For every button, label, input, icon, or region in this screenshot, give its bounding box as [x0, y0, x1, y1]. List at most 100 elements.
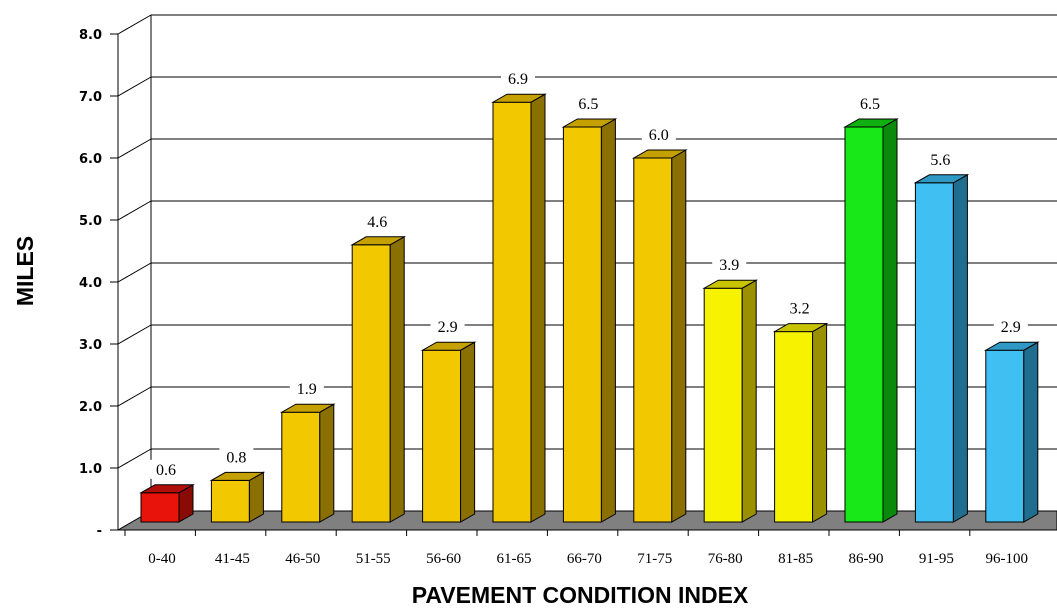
y-tick-label: 1.0: [79, 462, 102, 477]
bar-top: [702, 279, 759, 289]
bar-front: [281, 411, 321, 523]
bar-top: [491, 93, 547, 103]
bar-front: [210, 479, 250, 523]
gridline-diagonal: [117, 14, 152, 35]
x-tick-label: 71-75: [637, 551, 672, 567]
data-label: 6.0: [649, 127, 669, 144]
x-axis-title: PAVEMENT CONDITION INDEX: [412, 582, 749, 608]
bar-side: [319, 403, 335, 523]
labels: 0.6 0-40 0.8 41-45 1.9 46-50 4.6 51-55 2.9 56-60 6…: [148, 69, 1028, 567]
data-label-bg: [712, 255, 747, 275]
y-tick-label: 8.0: [79, 28, 102, 43]
bar-top: [913, 174, 970, 184]
bar: [702, 279, 759, 523]
bar-front: [774, 331, 814, 523]
bar-front: [351, 244, 391, 523]
x-tick-label: 66-70: [567, 551, 602, 567]
data-label: 0.8: [226, 449, 246, 466]
data-label: 3.9: [719, 257, 739, 274]
x-tick-label: 96-100: [986, 551, 1029, 567]
y-tick-label: 2.0: [79, 400, 102, 415]
bar-side: [248, 471, 264, 523]
data-label: 0.6: [156, 462, 176, 479]
bar-front: [422, 349, 462, 523]
bar-front: [844, 126, 884, 523]
bar-front: [703, 287, 743, 523]
x-tick-label: 51-55: [356, 551, 391, 567]
bar-top: [631, 149, 688, 159]
x-tick-label: 0-40: [148, 551, 176, 567]
data-label: 6.9: [508, 71, 528, 88]
bar-side: [389, 235, 405, 523]
y-tick-label: 3.0: [79, 338, 102, 353]
bar-top: [279, 403, 336, 413]
bar-top: [843, 118, 899, 128]
x-tick-label: 76-80: [708, 551, 743, 567]
bar-side: [600, 118, 616, 523]
bar-side: [812, 322, 828, 523]
data-label: 6.5: [860, 96, 880, 113]
bar-side: [882, 118, 898, 523]
x-tick-label: 81-85: [778, 551, 813, 567]
bar-front: [985, 349, 1025, 523]
data-label: 3.2: [790, 301, 810, 318]
x-tick-label: 86-90: [849, 551, 884, 567]
data-label-bg: [219, 447, 254, 467]
data-label-bg: [853, 94, 887, 113]
data-label-bg: [289, 379, 324, 399]
bar-front: [914, 182, 954, 523]
data-label-bg: [430, 317, 465, 337]
gridline-diagonal: [117, 262, 152, 283]
bars: [139, 93, 1040, 523]
bar: [350, 235, 407, 523]
bar-front: [140, 492, 180, 523]
y-tick-label: -: [97, 524, 102, 539]
data-label: 4.6: [367, 214, 387, 231]
y-tick-label: 6.0: [79, 152, 102, 167]
bar-front: [633, 157, 673, 523]
data-label-bg: [149, 459, 183, 479]
bar-side: [460, 341, 476, 523]
data-label: 6.5: [578, 96, 598, 113]
bar-front: [492, 101, 532, 523]
data-label-bg: [923, 149, 958, 169]
data-label: 2.9: [1001, 319, 1021, 336]
x-tick-label: 91-95: [919, 551, 954, 567]
data-label: 2.9: [438, 319, 458, 336]
bar: [983, 341, 1040, 523]
bar-side: [1023, 341, 1039, 523]
x-tick-label: 61-65: [497, 551, 532, 567]
bar-side: [952, 173, 968, 523]
bar-top: [983, 341, 1040, 351]
bar-front: [562, 126, 602, 523]
data-label-bg: [571, 94, 606, 113]
bar: [631, 149, 688, 523]
bar: [561, 118, 618, 523]
bar-top: [350, 236, 407, 246]
bar: [843, 118, 899, 523]
bar: [772, 322, 829, 523]
bar: [209, 471, 266, 523]
axes: - 1.0 2.0 3.0 4.0 5.0 6.0 7.0 8.0: [79, 15, 1057, 539]
bar: [491, 93, 547, 523]
y-axis-title: MILES: [12, 236, 38, 306]
data-label: 1.9: [297, 381, 317, 398]
gridline-diagonal: [117, 448, 152, 469]
gridline-diagonal: [117, 324, 152, 345]
data-label: 5.6: [930, 152, 950, 169]
bar-top: [139, 484, 195, 494]
bar: [913, 173, 970, 523]
gridline-diagonal: [117, 138, 152, 159]
bar: [139, 483, 195, 523]
bar-top: [209, 471, 266, 481]
gridline-diagonal: [117, 200, 152, 221]
data-label-bg: [501, 69, 535, 89]
bar: [420, 341, 477, 523]
bar-top: [772, 323, 829, 333]
bar-top: [420, 341, 477, 351]
bar-side: [671, 149, 687, 523]
x-tick-label: 41-45: [215, 551, 250, 567]
y-tick-label: 7.0: [79, 90, 102, 105]
bar-side: [530, 93, 546, 523]
